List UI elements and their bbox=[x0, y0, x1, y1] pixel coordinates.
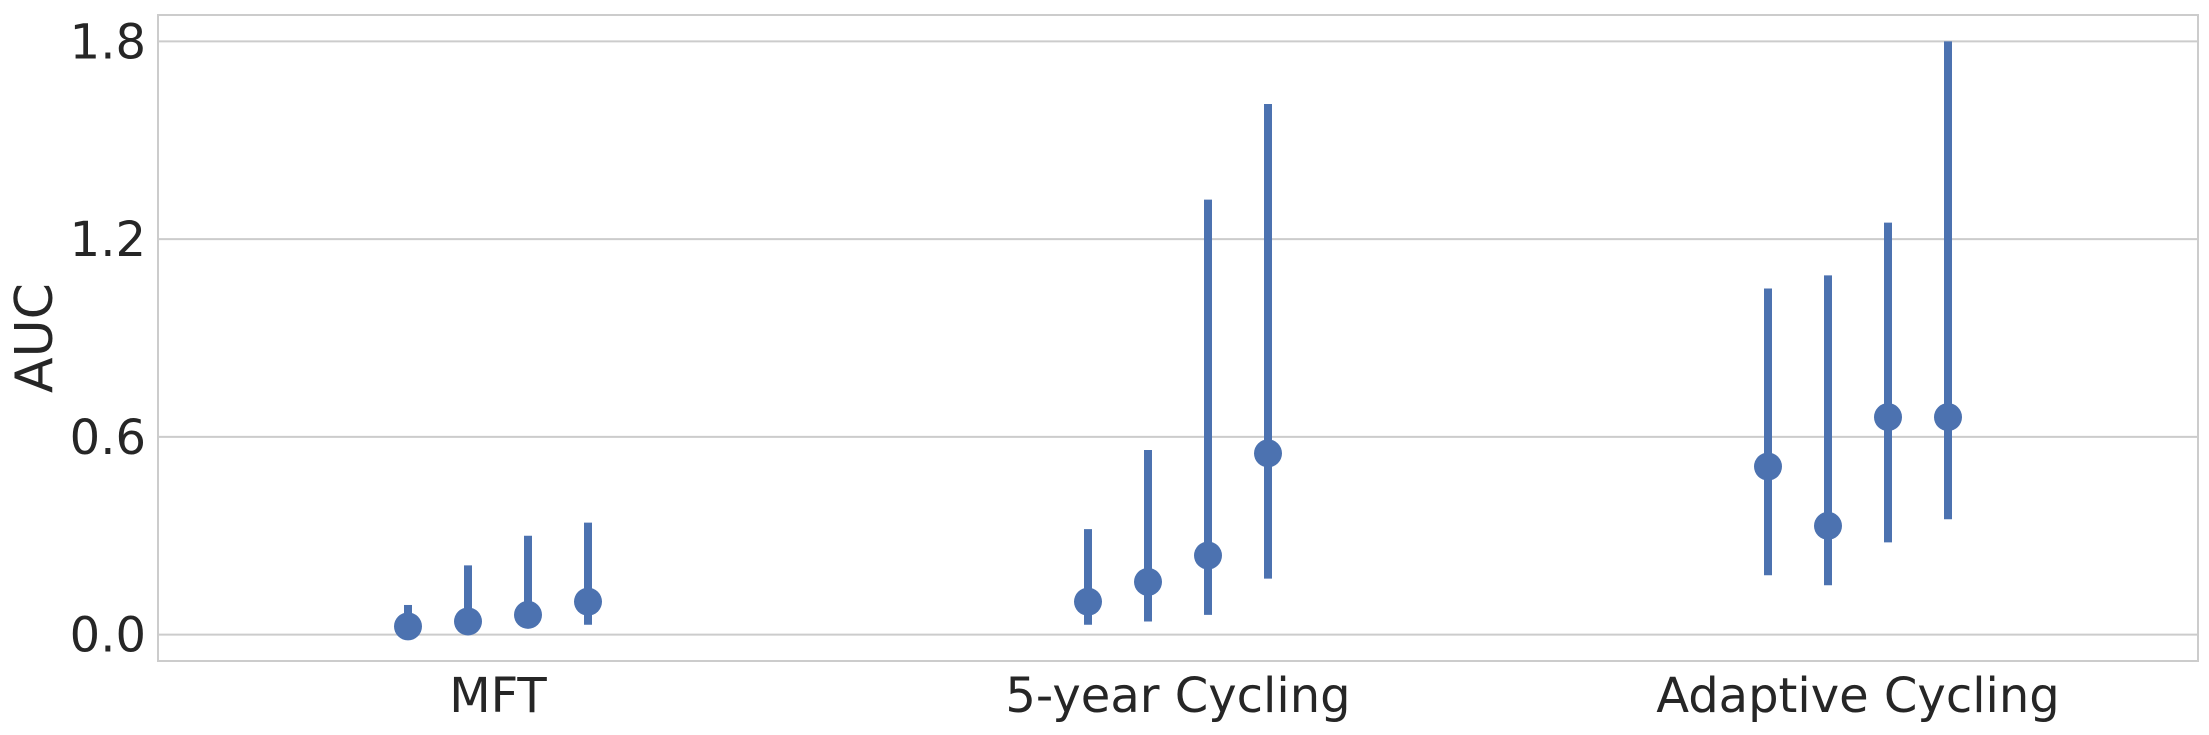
data-point bbox=[1074, 587, 1102, 616]
y-tick-label: 0.6 bbox=[70, 410, 146, 466]
data-point bbox=[1754, 452, 1782, 481]
data-points bbox=[394, 41, 1962, 641]
x-tick-labels: MFT 5-year Cycling Adaptive Cycling bbox=[449, 668, 2060, 724]
data-point bbox=[1934, 403, 1962, 432]
y-axis-label: AUC bbox=[5, 283, 65, 393]
data-point bbox=[574, 587, 602, 616]
data-point bbox=[514, 600, 542, 629]
data-point bbox=[1194, 541, 1222, 570]
data-point bbox=[1254, 439, 1282, 468]
x-tick-label: Adaptive Cycling bbox=[1656, 668, 2060, 724]
data-point bbox=[1814, 511, 1842, 540]
y-tick-label: 1.8 bbox=[70, 14, 146, 70]
data-point bbox=[1874, 403, 1902, 432]
plot-frame bbox=[157, 14, 2199, 662]
data-point bbox=[1134, 567, 1162, 596]
y-tick-labels: 0.0 0.6 1.2 1.8 bbox=[70, 14, 146, 663]
x-tick-label: MFT bbox=[449, 668, 547, 724]
y-tick-label: 1.2 bbox=[70, 212, 146, 268]
grid-lines bbox=[158, 40, 2198, 636]
data-point bbox=[454, 607, 482, 636]
x-tick-label: 5-year Cycling bbox=[1005, 668, 1350, 724]
y-tick-label: 0.0 bbox=[70, 608, 146, 664]
data-point bbox=[394, 612, 422, 641]
